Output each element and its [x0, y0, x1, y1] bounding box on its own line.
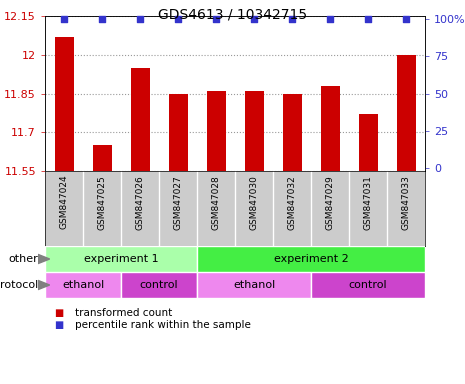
Text: GSM847031: GSM847031	[364, 175, 372, 230]
Text: GSM847026: GSM847026	[135, 175, 145, 230]
Point	[174, 16, 182, 22]
Text: GSM847030: GSM847030	[250, 175, 259, 230]
Bar	[206, 91, 226, 171]
Point	[402, 16, 410, 22]
Point	[326, 16, 334, 22]
Point	[98, 16, 106, 22]
Bar	[93, 145, 112, 171]
Text: ■: ■	[54, 320, 64, 330]
Bar	[283, 93, 301, 171]
Text: GSM847033: GSM847033	[401, 175, 411, 230]
Point	[364, 16, 372, 22]
Bar	[54, 36, 73, 171]
Point	[288, 16, 296, 22]
Text: ethanol: ethanol	[62, 280, 104, 290]
Point	[250, 16, 258, 22]
Text: transformed count: transformed count	[75, 308, 173, 318]
Bar	[131, 68, 150, 171]
Text: experiment 2: experiment 2	[273, 254, 348, 264]
Point	[60, 16, 68, 22]
Text: ■: ■	[54, 308, 64, 318]
Text: GDS4613 / 10342715: GDS4613 / 10342715	[158, 8, 307, 22]
Point	[213, 16, 220, 22]
Text: other: other	[8, 254, 38, 264]
Bar	[397, 55, 416, 171]
Text: GSM847027: GSM847027	[173, 175, 182, 230]
Text: experiment 1: experiment 1	[84, 254, 158, 264]
Text: control: control	[349, 280, 387, 290]
Bar	[320, 86, 339, 171]
Bar	[121, 272, 197, 298]
Bar	[197, 272, 311, 298]
Text: GSM847032: GSM847032	[287, 175, 297, 230]
Point	[136, 16, 144, 22]
Bar	[359, 114, 378, 171]
Bar	[245, 91, 264, 171]
Text: GSM847029: GSM847029	[326, 175, 334, 230]
Bar	[45, 272, 121, 298]
Text: GSM847028: GSM847028	[212, 175, 220, 230]
Bar	[197, 246, 425, 272]
Polygon shape	[38, 280, 50, 290]
Text: control: control	[140, 280, 178, 290]
Text: GSM847024: GSM847024	[60, 175, 68, 229]
Bar	[168, 93, 187, 171]
Polygon shape	[38, 254, 50, 263]
Bar	[311, 272, 425, 298]
Text: GSM847025: GSM847025	[98, 175, 106, 230]
Text: protocol: protocol	[0, 280, 38, 290]
Bar	[45, 246, 197, 272]
Text: ethanol: ethanol	[233, 280, 275, 290]
Text: percentile rank within the sample: percentile rank within the sample	[75, 320, 251, 330]
